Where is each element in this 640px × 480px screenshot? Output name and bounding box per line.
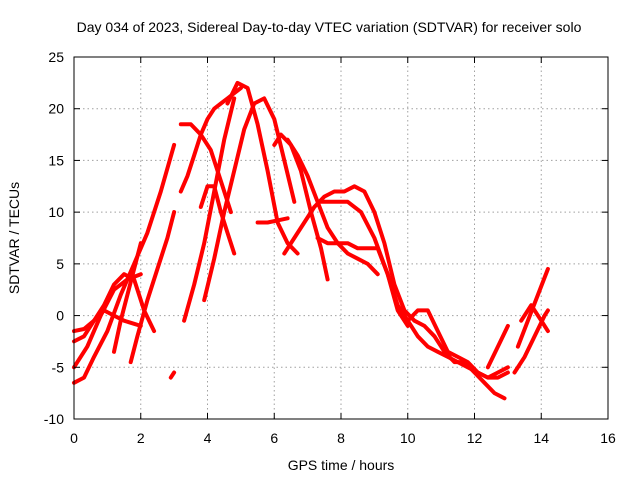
series-track-4 — [72, 142, 177, 385]
series-track-19 — [319, 199, 510, 380]
grid-lines — [74, 57, 608, 419]
y-tick-label: 20 — [48, 101, 64, 117]
data-series — [72, 80, 550, 401]
x-tick-label: 4 — [204, 430, 212, 446]
y-tick-label: -10 — [44, 411, 64, 427]
series-track-24 — [519, 303, 550, 334]
series-track-2 — [72, 308, 143, 344]
x-tick-label: 8 — [337, 430, 345, 446]
series-track-13 — [225, 80, 300, 256]
series-track-12 — [198, 184, 237, 256]
series-track-1 — [72, 272, 157, 334]
x-tick-label: 10 — [400, 430, 416, 446]
y-tick-labels: -10 -5 0 5 10 15 20 25 — [44, 49, 64, 427]
series-track-14 — [255, 216, 290, 225]
x-tick-label: 16 — [600, 430, 616, 446]
x-tick-labels: 0 2 4 6 8 10 12 14 16 — [70, 430, 616, 446]
x-tick-label: 0 — [70, 430, 78, 446]
x-axis-label: GPS time / hours — [288, 457, 395, 473]
series-track-7 — [168, 370, 177, 380]
series-track-5 — [112, 241, 143, 354]
series-track-6 — [128, 210, 177, 365]
y-tick-label: 0 — [56, 308, 64, 324]
series-track-21 — [485, 323, 510, 370]
series-track-20 — [405, 308, 510, 380]
series-track-17 — [285, 137, 380, 277]
series-track-10 — [182, 96, 237, 323]
x-tick-label: 6 — [270, 430, 278, 446]
y-tick-label: -5 — [52, 359, 65, 375]
x-tick-label: 12 — [467, 430, 483, 446]
x-tick-label: 2 — [137, 430, 145, 446]
series-track-9 — [178, 122, 233, 215]
y-tick-label: 10 — [48, 204, 64, 220]
series-track-15 — [272, 132, 330, 282]
x-tick-label: 14 — [533, 430, 549, 446]
series-track-22 — [512, 308, 550, 375]
y-tick-label: 15 — [48, 152, 64, 168]
y-tick-label: 5 — [56, 256, 64, 272]
axis-ticks — [73, 56, 609, 420]
chart-title: Day 034 of 2023, Sidereal Day-to-day VTE… — [77, 19, 582, 35]
y-axis-label: SDTVAR / TECUs — [6, 182, 22, 294]
y-tick-label: 25 — [48, 49, 64, 65]
